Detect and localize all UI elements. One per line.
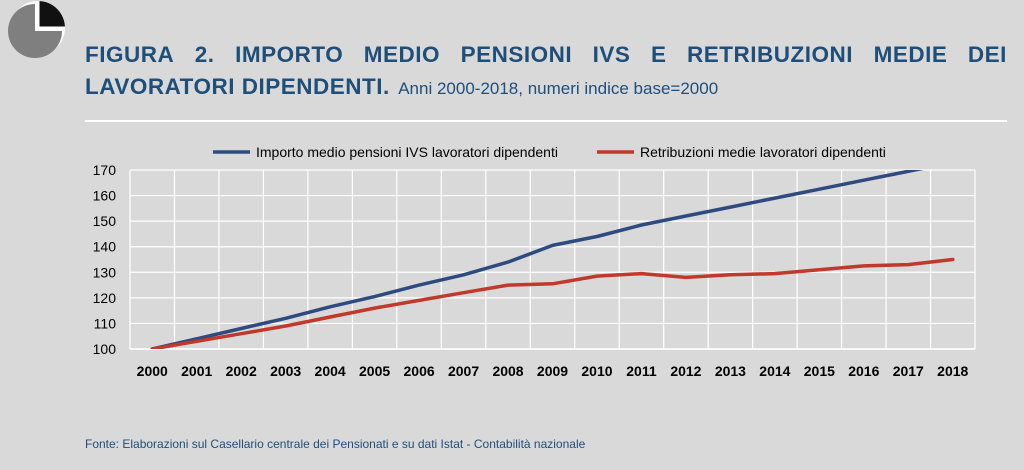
title-word: E bbox=[650, 42, 667, 67]
x-tick-label: 2004 bbox=[315, 363, 346, 379]
title-word: IMPORTO bbox=[235, 42, 344, 67]
y-tick-label: 170 bbox=[93, 162, 117, 178]
x-tick-label: 2017 bbox=[893, 363, 924, 379]
figure-subtitle: Anni 2000-2018, numeri indice base=2000 bbox=[398, 79, 719, 98]
series-line bbox=[150, 257, 955, 349]
x-tick-label: 2008 bbox=[492, 363, 523, 379]
x-tick-label: 2011 bbox=[626, 363, 657, 379]
pie-chart-logo-icon bbox=[8, 1, 65, 58]
x-tick-label: 2000 bbox=[137, 363, 168, 379]
x-tick-label: 2009 bbox=[537, 363, 568, 379]
title-divider bbox=[85, 120, 1007, 122]
title-word: PENSIONI bbox=[460, 42, 573, 67]
figure-title: FIGURA 2. IMPORTO MEDIO PENSIONI IVS E RETRIBUZ… bbox=[85, 42, 1007, 100]
x-tick-label: 2002 bbox=[226, 363, 257, 379]
x-tick-label: 2010 bbox=[581, 363, 612, 379]
title-word: DEI bbox=[967, 42, 1007, 67]
source-note: Fonte: Elaborazioni sul Casellario centr… bbox=[85, 437, 586, 451]
x-tick-label: 2013 bbox=[715, 363, 746, 379]
x-tick-label: 2015 bbox=[804, 363, 835, 379]
y-tick-label: 150 bbox=[93, 213, 117, 229]
y-tick-label: 120 bbox=[93, 290, 117, 306]
y-tick-label: 140 bbox=[93, 239, 117, 255]
title-word: RETRIBUZIONI bbox=[687, 42, 854, 67]
title-word: MEDIO bbox=[363, 42, 441, 67]
title-word: MEDIE bbox=[873, 42, 948, 67]
y-tick-label: 130 bbox=[93, 264, 117, 280]
x-tick-label: 2012 bbox=[670, 363, 701, 379]
x-tick-label: 2016 bbox=[848, 363, 879, 379]
figure-title-line1: FIGURA 2. IMPORTO MEDIO PENSIONI IVS E RETRIBUZ… bbox=[85, 42, 1007, 68]
x-tick-label: 2003 bbox=[270, 363, 301, 379]
legend-label: Importo medio pensioni IVS lavoratori di… bbox=[256, 144, 558, 160]
figure-title-line2: LAVORATORI DIPENDENTI. Anni 2000-2018, n… bbox=[85, 74, 1007, 100]
title-word: 2. bbox=[194, 42, 215, 67]
y-tick-label: 100 bbox=[93, 341, 117, 357]
y-tick-label: 110 bbox=[94, 315, 117, 331]
x-tick-label: 2001 bbox=[181, 363, 212, 379]
x-tick-label: 2005 bbox=[359, 363, 390, 379]
x-tick-label: 2014 bbox=[759, 363, 790, 379]
x-tick-label: 2006 bbox=[404, 363, 435, 379]
y-tick-label: 160 bbox=[93, 188, 117, 204]
title-word: IVS bbox=[592, 42, 631, 67]
series-line bbox=[150, 170, 924, 349]
legend-label: Retribuzioni medie lavoratori dipendenti bbox=[640, 144, 886, 160]
figure-title-bold: LAVORATORI DIPENDENTI. bbox=[85, 74, 390, 99]
title-word: FIGURA bbox=[85, 42, 175, 67]
x-tick-label: 2007 bbox=[448, 363, 479, 379]
x-tick-label: 2018 bbox=[937, 363, 968, 379]
